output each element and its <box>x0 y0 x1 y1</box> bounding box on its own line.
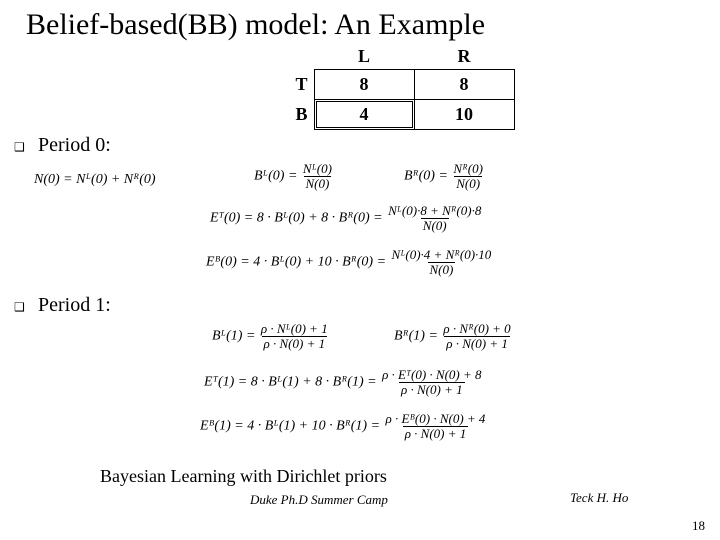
eq-eb1-den: ρ · N(0) + 1 <box>403 426 469 441</box>
eq-br1-lhs: Bᴿ(1) = <box>394 328 438 343</box>
eq-br1: Bᴿ(1) = ρ · Nᴿ(0) + 0 ρ · N(0) + 1 <box>394 322 513 350</box>
eq-br0-num: Nᴿ(0) <box>451 162 485 176</box>
cell-b-r: 10 <box>414 100 514 130</box>
eq-br1-den: ρ · N(0) + 1 <box>444 336 510 351</box>
eq-eb0-lhs: Eᴮ(0) = 4 · Bᴸ(0) + 10 · Bᴿ(0) = <box>206 254 386 269</box>
footer-note: Bayesian Learning with Dirichlet priors <box>100 466 387 487</box>
eq-bl1-num: ρ · Nᴸ(0) + 1 <box>259 322 330 336</box>
eq-n0: N(0) = Nᴸ(0) + Nᴿ(0) <box>34 172 156 188</box>
slide-title: Belief-based(BB) model: An Example <box>0 0 720 42</box>
cell-b-l: 4 <box>314 100 414 130</box>
eq-et0: Eᵀ(0) = 8 · Bᴸ(0) + 8 · Bᴿ(0) = Nᴸ(0)·8 … <box>210 204 483 232</box>
eq-et1: Eᵀ(1) = 8 · Bᴸ(1) + 8 · Bᴿ(1) = ρ · Eᵀ(0… <box>204 368 484 396</box>
eq-eb0-den: N(0) <box>428 262 456 277</box>
eq-et0-den: N(0) <box>421 218 449 233</box>
eq-bl1-lhs: Bᴸ(1) = <box>212 328 255 343</box>
row-label-t: T <box>280 70 314 100</box>
eq-bl0-num: Nᴸ(0) <box>301 162 334 176</box>
eq-et1-num: ρ · Eᵀ(0) · N(0) + 8 <box>380 368 483 382</box>
row-label-b: B <box>280 100 314 130</box>
footer-venue: Duke Ph.D Summer Camp <box>250 492 388 508</box>
eq-eb0: Eᴮ(0) = 4 · Bᴸ(0) + 10 · Bᴿ(0) = Nᴸ(0)·4… <box>206 248 493 276</box>
cell-b-l-inner: 4 <box>316 101 413 128</box>
payoff-table: L R T 8 8 B 4 10 <box>280 46 515 130</box>
eq-br1-frac: ρ · Nᴿ(0) + 0 ρ · N(0) + 1 <box>441 322 512 350</box>
eq-eb1-lhs: Eᴮ(1) = 4 · Bᴸ(1) + 10 · Bᴿ(1) = <box>200 418 380 433</box>
cell-t-r: 8 <box>414 70 514 100</box>
eq-eb1: Eᴮ(1) = 4 · Bᴸ(1) + 10 · Bᴿ(1) = ρ · Eᴮ(… <box>200 412 487 440</box>
eq-et0-num: Nᴸ(0)·8 + Nᴿ(0)·8 <box>386 204 483 218</box>
eq-bl1: Bᴸ(1) = ρ · Nᴸ(0) + 1 ρ · N(0) + 1 <box>212 322 330 350</box>
eq-br0-frac: Nᴿ(0) N(0) <box>451 162 485 190</box>
eq-eb0-frac: Nᴸ(0)·4 + Nᴿ(0)·10 N(0) <box>390 248 494 276</box>
eq-bl1-frac: ρ · Nᴸ(0) + 1 ρ · N(0) + 1 <box>259 322 330 350</box>
eq-bl1-den: ρ · N(0) + 1 <box>262 336 328 351</box>
eq-bl0: Bᴸ(0) = Nᴸ(0) N(0) <box>254 162 334 190</box>
col-label-r: R <box>414 46 514 70</box>
period-0-label: Period 0: <box>38 134 111 157</box>
col-label-l: L <box>314 46 414 70</box>
cell-t-l: 8 <box>314 70 414 100</box>
eq-et1-den: ρ · N(0) + 1 <box>399 382 465 397</box>
eq-eb1-frac: ρ · Eᴮ(0) · N(0) + 4 ρ · N(0) + 1 <box>384 412 488 440</box>
eq-bl0-frac: Nᴸ(0) N(0) <box>301 162 334 190</box>
footer-author: Teck H. Ho <box>570 490 628 506</box>
eq-br1-num: ρ · Nᴿ(0) + 0 <box>441 322 512 336</box>
eq-br0: Bᴿ(0) = Nᴿ(0) N(0) <box>404 162 485 190</box>
eq-eb1-num: ρ · Eᴮ(0) · N(0) + 4 <box>384 412 488 426</box>
bullet-icon: ❑ <box>14 140 25 155</box>
page-number: 18 <box>692 518 705 534</box>
eq-et1-frac: ρ · Eᵀ(0) · N(0) + 8 ρ · N(0) + 1 <box>380 368 483 396</box>
eq-et1-lhs: Eᵀ(1) = 8 · Bᴸ(1) + 8 · Bᴿ(1) = <box>204 374 377 389</box>
eq-eb0-num: Nᴸ(0)·4 + Nᴿ(0)·10 <box>390 248 494 262</box>
eq-et0-lhs: Eᵀ(0) = 8 · Bᴸ(0) + 8 · Bᴿ(0) = <box>210 210 383 225</box>
eq-et0-frac: Nᴸ(0)·8 + Nᴿ(0)·8 N(0) <box>386 204 483 232</box>
period-1-label: Period 1: <box>38 294 111 317</box>
eq-bl0-lhs: Bᴸ(0) = <box>254 168 297 183</box>
eq-bl0-den: N(0) <box>304 176 332 191</box>
bullet-icon: ❑ <box>14 300 25 315</box>
eq-br0-lhs: Bᴿ(0) = <box>404 168 448 183</box>
eq-br0-den: N(0) <box>454 176 482 191</box>
